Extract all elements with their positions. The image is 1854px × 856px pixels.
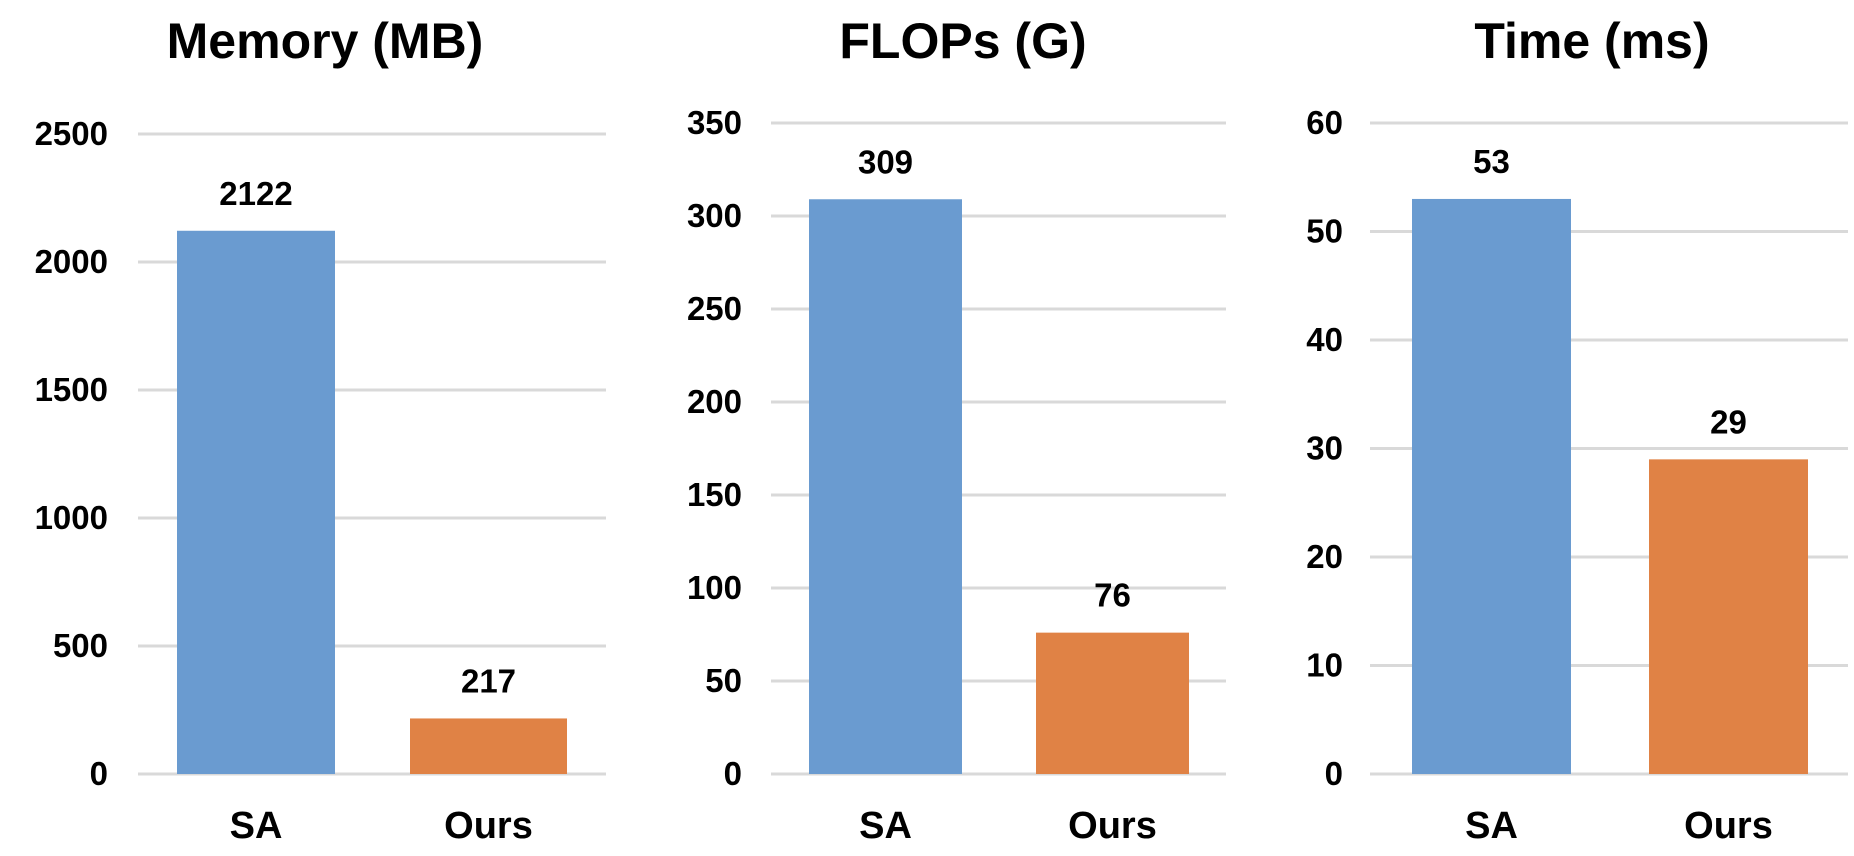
y-tick-label: 10 bbox=[1306, 647, 1343, 684]
y-tick-label: 30 bbox=[1306, 430, 1343, 467]
y-tick-label: 60 bbox=[1306, 104, 1343, 141]
x-category-label: Ours bbox=[1684, 805, 1773, 847]
y-tick-label: 500 bbox=[53, 627, 108, 664]
y-tick-label: 0 bbox=[90, 755, 108, 792]
chart-title: FLOPs (G) bbox=[839, 13, 1086, 69]
y-tick-label: 2000 bbox=[35, 243, 108, 280]
bar-sa bbox=[177, 230, 335, 774]
y-tick-label: 40 bbox=[1306, 321, 1343, 358]
chart-panel-memory: Memory (MB) 0 500 1000 1500 2000 2500 2122 SA 217… bbox=[35, 13, 606, 847]
chart-panel-flops: FLOPs (G) 0 50 100 150 200 250 300 350 309 SA 76 Our… bbox=[687, 13, 1226, 847]
x-category-label: SA bbox=[230, 805, 283, 847]
bar-ours bbox=[1036, 632, 1189, 774]
data-label: 2122 bbox=[219, 175, 292, 212]
bar-sa bbox=[809, 199, 962, 774]
y-tick-label: 1000 bbox=[35, 499, 108, 536]
y-tick-label: 250 bbox=[687, 290, 742, 327]
bar-ours bbox=[1649, 459, 1808, 774]
x-category-label: SA bbox=[1465, 805, 1518, 847]
data-label: 76 bbox=[1094, 577, 1131, 614]
y-tick-label: 0 bbox=[724, 755, 742, 792]
y-tick-label: 50 bbox=[705, 662, 742, 699]
x-category-label: Ours bbox=[444, 805, 533, 847]
chart-title: Time (ms) bbox=[1474, 13, 1709, 69]
y-tick-label: 300 bbox=[687, 197, 742, 234]
data-label: 217 bbox=[461, 662, 516, 699]
x-category-label: SA bbox=[859, 805, 912, 847]
y-tick-label: 0 bbox=[1325, 755, 1343, 792]
y-tick-label: 350 bbox=[687, 104, 742, 141]
y-tick-label: 2500 bbox=[35, 115, 108, 152]
y-tick-label: 150 bbox=[687, 476, 742, 513]
y-tick-label: 1500 bbox=[35, 371, 108, 408]
chart-panel-time: Time (ms) 0 10 20 30 40 50 60 53 SA 29 Ours bbox=[1306, 13, 1848, 847]
data-label: 29 bbox=[1710, 403, 1747, 440]
x-category-label: Ours bbox=[1068, 805, 1157, 847]
data-label: 309 bbox=[858, 143, 913, 180]
y-tick-label: 50 bbox=[1306, 213, 1343, 250]
bar-ours bbox=[410, 718, 567, 774]
chart-title: Memory (MB) bbox=[167, 13, 484, 69]
y-tick-label: 200 bbox=[687, 383, 742, 420]
y-tick-label: 20 bbox=[1306, 538, 1343, 575]
bar-sa bbox=[1412, 198, 1571, 774]
y-tick-label: 100 bbox=[687, 569, 742, 606]
data-label: 53 bbox=[1473, 143, 1510, 180]
